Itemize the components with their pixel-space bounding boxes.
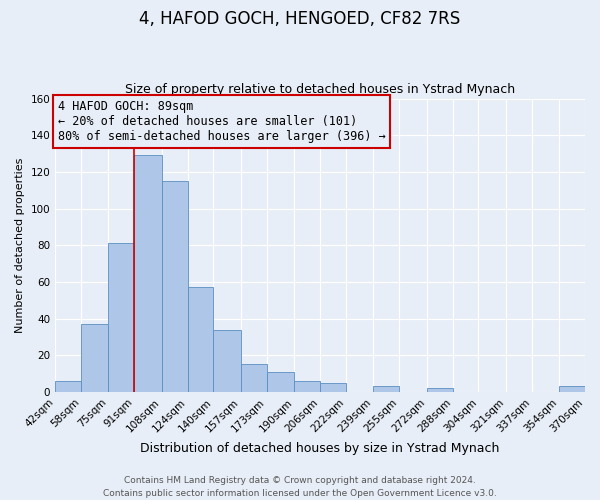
- Bar: [55, 381, 81, 392]
- Text: 4 HAFOD GOCH: 89sqm
← 20% of detached houses are smaller (101)
80% of semi-detac: 4 HAFOD GOCH: 89sqm ← 20% of detached ho…: [58, 100, 386, 143]
- Y-axis label: Number of detached properties: Number of detached properties: [15, 158, 25, 333]
- Title: Size of property relative to detached houses in Ystrad Mynach: Size of property relative to detached ho…: [125, 83, 515, 96]
- Bar: [214, 330, 241, 392]
- Bar: [320, 383, 346, 392]
- Bar: [109, 244, 134, 392]
- Bar: [373, 386, 399, 392]
- Bar: [241, 364, 267, 392]
- Bar: [267, 372, 294, 392]
- Bar: [134, 156, 162, 392]
- Bar: [427, 388, 452, 392]
- Bar: [188, 288, 214, 392]
- X-axis label: Distribution of detached houses by size in Ystrad Mynach: Distribution of detached houses by size …: [140, 442, 500, 455]
- Text: 4, HAFOD GOCH, HENGOED, CF82 7RS: 4, HAFOD GOCH, HENGOED, CF82 7RS: [139, 10, 461, 28]
- Text: Contains HM Land Registry data © Crown copyright and database right 2024.
Contai: Contains HM Land Registry data © Crown c…: [103, 476, 497, 498]
- Bar: [559, 386, 585, 392]
- Bar: [162, 181, 188, 392]
- Bar: [81, 324, 109, 392]
- Bar: [294, 381, 320, 392]
